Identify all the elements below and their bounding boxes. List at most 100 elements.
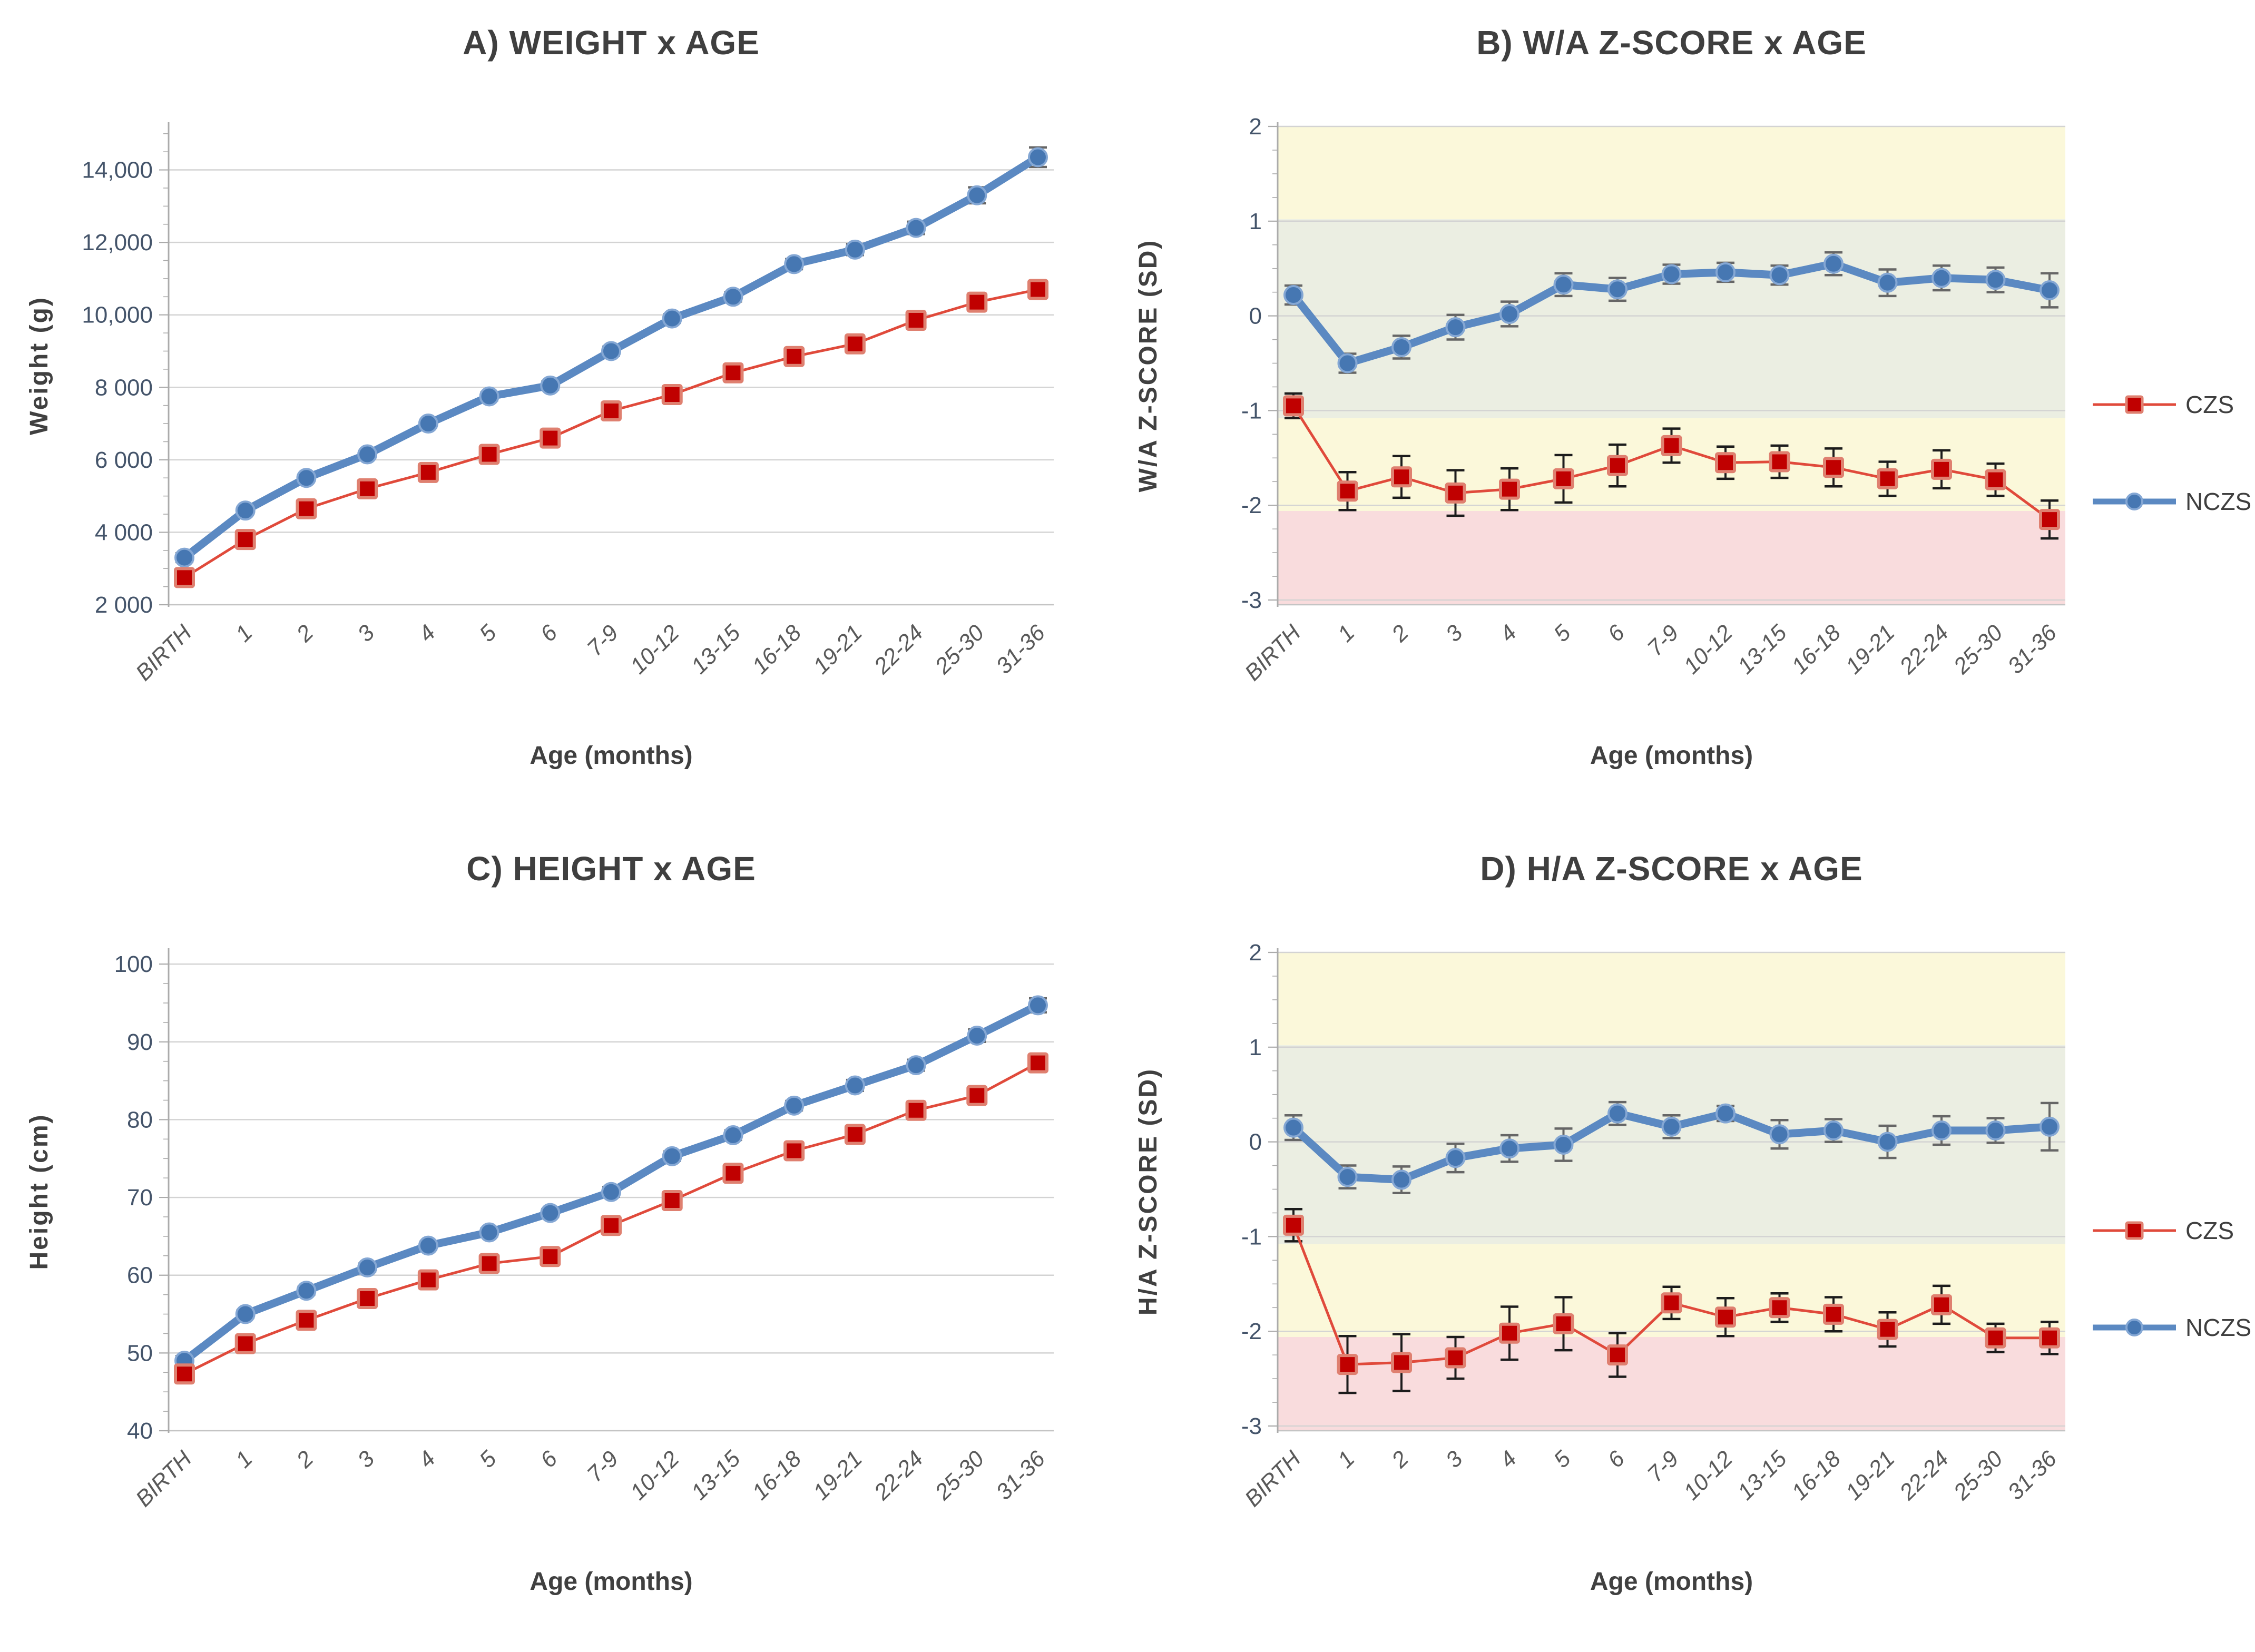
svg-text:12,000: 12,000	[82, 230, 153, 255]
svg-text:13-15: 13-15	[687, 1446, 746, 1504]
z-score-bands	[1278, 126, 2065, 605]
gridlines	[1278, 125, 2065, 606]
panel-ha-zscore-x-age: D) H/A Z-SCORE x AGE 2 1 0 -1 -2 -3 BIRTH 1 2 3 4 5…	[1128, 826, 2255, 1652]
svg-text:6: 6	[536, 1446, 563, 1473]
svg-text:10-12: 10-12	[625, 620, 684, 679]
svg-text:6: 6	[1603, 620, 1630, 647]
svg-text:10-12: 10-12	[1679, 1446, 1738, 1505]
chart-a-title: A) WEIGHT x AGE	[463, 24, 760, 62]
svg-text:19-21: 19-21	[1841, 620, 1900, 679]
svg-text:25-30: 25-30	[1948, 1446, 2007, 1505]
svg-text:7-9: 7-9	[582, 620, 623, 661]
svg-text:31-36: 31-36	[991, 1446, 1050, 1505]
svg-text:31-36: 31-36	[991, 620, 1050, 679]
czs-error-bars	[1285, 1208, 2058, 1394]
svg-text:16-18: 16-18	[1787, 1446, 1846, 1505]
svg-text:7-9: 7-9	[582, 1446, 623, 1487]
legend-label-czs: CZS	[2185, 391, 2234, 418]
svg-text:60: 60	[127, 1263, 153, 1289]
y-axis	[1268, 122, 1279, 607]
svg-text:22-24: 22-24	[1895, 620, 1954, 679]
svg-text:BIRTH: BIRTH	[131, 620, 197, 685]
x-axis-title: Age (months)	[1590, 742, 1753, 770]
x-axis-title: Age (months)	[1590, 1568, 1753, 1596]
svg-text:2: 2	[291, 1446, 319, 1473]
svg-text:8 000: 8 000	[95, 375, 153, 400]
legend: CZS NCZS	[2093, 391, 2251, 515]
svg-text:-2: -2	[1241, 493, 1262, 518]
chart-c-title: C) HEIGHT x AGE	[466, 850, 756, 888]
nczs-markers	[1283, 253, 2060, 373]
svg-text:13-15: 13-15	[1733, 1446, 1792, 1504]
panel-weight-x-age: A) WEIGHT x AGE 2 000 4 000 6 000 8 000 10,0…	[0, 0, 1128, 826]
svg-text:2: 2	[291, 620, 319, 647]
nczs-markers	[174, 995, 1048, 1371]
x-axis-title: Age (months)	[530, 742, 692, 770]
svg-text:0: 0	[1249, 303, 1262, 329]
gridlines	[1278, 951, 2065, 1432]
series-nczs	[1283, 251, 2060, 374]
y-axis-title: W/A Z-SCORE (SD)	[1134, 239, 1162, 493]
y-tick-labels: 2 1 0 -1 -2 -3	[1241, 114, 1262, 613]
svg-text:40: 40	[127, 1418, 153, 1444]
svg-text:BIRTH: BIRTH	[131, 1446, 197, 1511]
svg-text:1: 1	[231, 1446, 258, 1473]
y-tick-labels: 2 1 0 -1 -2 -3	[1241, 940, 1262, 1439]
svg-text:4: 4	[1495, 1446, 1522, 1473]
series-czs	[1283, 392, 2060, 540]
chart-a-plot: 2 000 4 000 6 000 8 000 10,000 12,000 14,000 BI…	[0, 0, 1128, 826]
legend-label-nczs: NCZS	[2185, 488, 2251, 515]
svg-text:-1: -1	[1241, 1224, 1262, 1250]
svg-text:0: 0	[1249, 1129, 1262, 1155]
panel-height-x-age: C) HEIGHT x AGE 40 50 60 70 80 90 100 BIRTH 1 2 3 4…	[0, 826, 1128, 1652]
series-nczs	[174, 146, 1048, 568]
svg-text:13-15: 13-15	[687, 620, 746, 678]
y-axis	[159, 122, 170, 607]
svg-text:31-36: 31-36	[2003, 1446, 2062, 1505]
chart-c-plot: 40 50 60 70 80 90 100 BIRTH 1 2 3 4 5 6 7-9 10-12 13-15 1…	[0, 826, 1128, 1652]
svg-text:2: 2	[1249, 114, 1262, 140]
svg-text:2: 2	[1249, 940, 1262, 966]
svg-text:2 000: 2 000	[95, 592, 153, 618]
legend-label-nczs: NCZS	[2185, 1314, 2251, 1341]
y-tick-labels: 2 000 4 000 6 000 8 000 10,000 12,000 14,000	[82, 158, 153, 618]
y-axis-title: Height (cm)	[25, 1114, 53, 1270]
svg-text:BIRTH: BIRTH	[1240, 1446, 1306, 1511]
chart-d-plot: 2 1 0 -1 -2 -3 BIRTH 1 2 3 4 5 6 7-9 10-12 13-15 16-18 19…	[1128, 826, 2255, 1652]
svg-text:2: 2	[1387, 620, 1414, 647]
svg-text:16-18: 16-18	[748, 1446, 807, 1505]
svg-text:6 000: 6 000	[95, 447, 153, 473]
chart-a-canvas: 2 000 4 000 6 000 8 000 10,000 12,000 14,000 BI…	[25, 122, 1054, 770]
svg-text:6: 6	[1603, 1446, 1630, 1473]
svg-text:16-18: 16-18	[1787, 620, 1846, 679]
legend-label-czs: CZS	[2185, 1217, 2234, 1244]
svg-text:5: 5	[475, 620, 502, 647]
svg-text:10-12: 10-12	[1679, 620, 1738, 679]
svg-text:10-12: 10-12	[625, 1446, 684, 1505]
y-axis-title: H/A Z-SCORE (SD)	[1134, 1068, 1162, 1315]
svg-text:7-9: 7-9	[1643, 620, 1684, 661]
svg-text:6: 6	[536, 620, 563, 647]
svg-text:-3: -3	[1241, 587, 1262, 613]
series-nczs	[1283, 1100, 2060, 1194]
svg-text:1: 1	[231, 620, 258, 647]
svg-text:1: 1	[1333, 1446, 1360, 1473]
czs-markers	[174, 1052, 1048, 1385]
series-czs	[174, 279, 1048, 588]
svg-text:13-15: 13-15	[1733, 620, 1792, 678]
svg-text:50: 50	[127, 1340, 153, 1366]
svg-text:70: 70	[127, 1185, 153, 1211]
svg-text:19-21: 19-21	[808, 1446, 867, 1505]
svg-text:1: 1	[1249, 209, 1262, 234]
svg-text:80: 80	[127, 1107, 153, 1133]
panel-wa-zscore-x-age: B) W/A Z-SCORE x AGE 2 1 0 -1 -2 -3 BIRTH 1 2 3 4 5…	[1128, 0, 2255, 826]
svg-text:3: 3	[352, 620, 379, 647]
chart-b-title: B) W/A Z-SCORE x AGE	[1476, 24, 1867, 62]
svg-text:-2: -2	[1241, 1319, 1262, 1344]
chart-d-title: D) H/A Z-SCORE x AGE	[1480, 850, 1863, 888]
czs-markers	[1283, 1214, 2060, 1375]
